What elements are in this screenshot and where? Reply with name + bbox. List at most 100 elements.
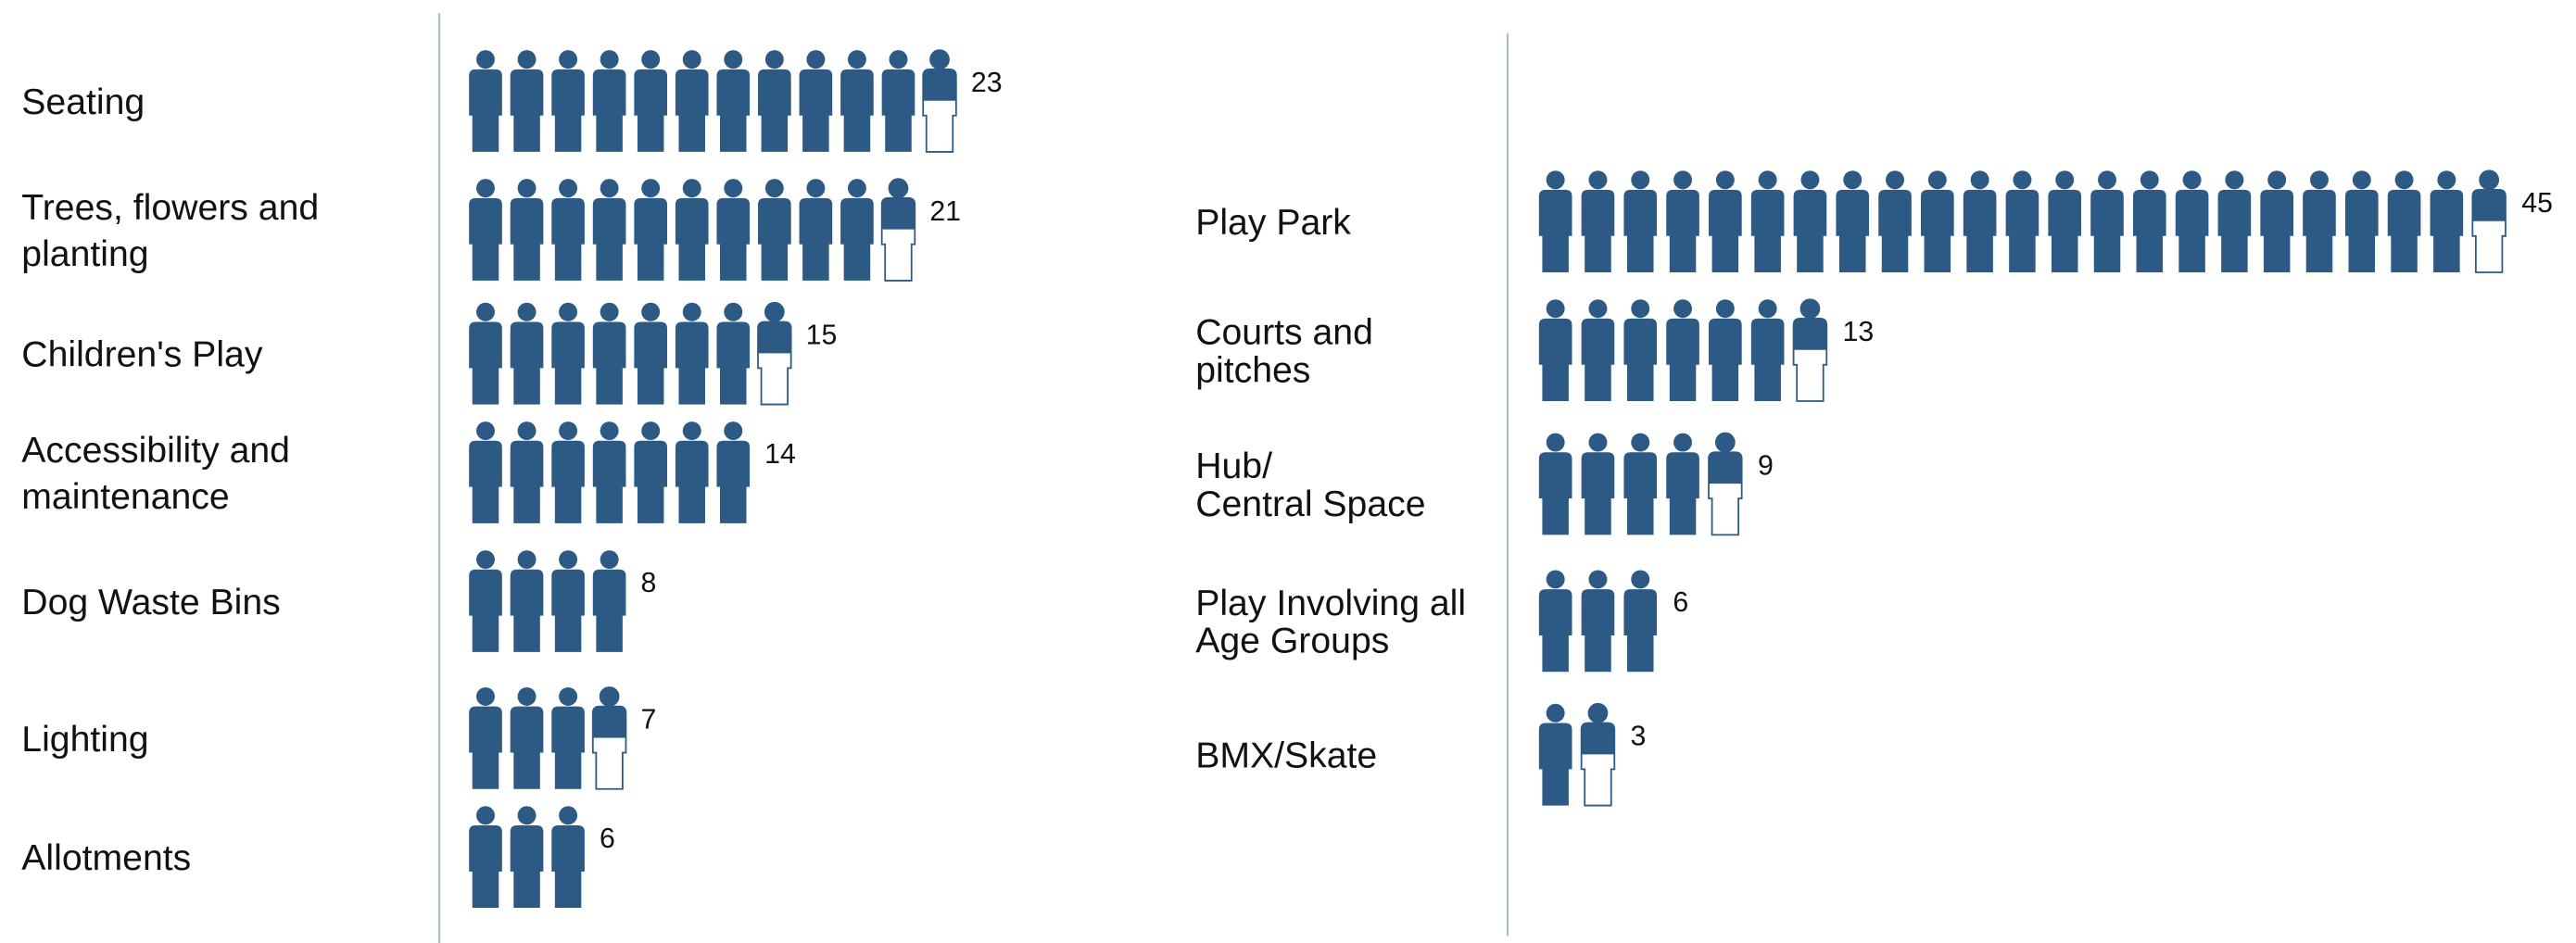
person-icon — [1963, 170, 1997, 273]
category-line: Courts and — [1195, 313, 1373, 353]
person-icon — [2430, 170, 2464, 273]
person-icon — [2048, 170, 2082, 273]
pictogram-row — [1538, 570, 1658, 673]
person-icon — [2471, 170, 2507, 273]
category-line: Seating — [21, 82, 145, 122]
value-label: 6 — [1673, 587, 1688, 618]
person-icon — [758, 50, 791, 152]
person-icon — [2090, 170, 2124, 273]
category-label: Courts and pitches — [1195, 313, 1373, 391]
person-icon — [634, 302, 668, 405]
person-icon — [469, 686, 502, 789]
category-label: Seating — [21, 82, 145, 122]
person-icon — [1921, 170, 1954, 273]
category-line: Allotments — [21, 838, 191, 878]
person-icon — [469, 421, 502, 523]
category-line: Central Space — [1195, 484, 1425, 524]
category-label: Dog Waste Bins — [21, 583, 281, 622]
person-icon — [469, 806, 502, 909]
person-icon — [716, 179, 751, 281]
person-icon — [510, 421, 544, 523]
pictogram-row — [469, 178, 916, 282]
person-icon — [799, 179, 833, 281]
pictogram-row — [469, 49, 957, 153]
person-icon — [2132, 170, 2166, 273]
person-icon — [1709, 299, 1742, 402]
category-label: BMX/Skate — [1195, 736, 1377, 776]
person-icon — [675, 302, 709, 405]
person-icon — [1538, 170, 1572, 273]
person-icon — [1666, 433, 1699, 535]
category-label: Allotments — [21, 838, 191, 878]
person-icon — [1666, 299, 1699, 402]
category-line: Lighting — [21, 720, 148, 760]
category-line: Age Groups — [1195, 622, 1389, 661]
person-icon — [1580, 702, 1616, 807]
pictogram-row — [1538, 702, 1616, 807]
person-icon — [551, 550, 585, 652]
person-icon — [758, 179, 791, 281]
person-icon — [551, 179, 585, 281]
person-icon — [510, 179, 544, 281]
category-label: Lighting — [21, 720, 148, 760]
person-icon — [1538, 433, 1572, 535]
person-icon — [1793, 170, 1827, 273]
category-line: pitches — [1195, 351, 1310, 391]
person-icon — [1708, 432, 1743, 536]
person-icon — [2005, 170, 2039, 273]
category-label: Play Park — [1195, 203, 1351, 243]
value-label: 3 — [1631, 722, 1647, 752]
person-icon — [1878, 170, 1912, 273]
person-icon — [880, 178, 916, 282]
pictogram-row — [469, 550, 626, 652]
person-icon — [469, 302, 502, 405]
person-icon — [551, 302, 585, 405]
person-icon — [510, 806, 544, 909]
person-icon — [592, 550, 626, 652]
value-label: 7 — [640, 705, 656, 736]
category-line: Accessibility and — [21, 431, 290, 471]
value-label: 6 — [600, 824, 615, 854]
person-icon — [757, 301, 792, 406]
pictogram-row — [469, 806, 585, 909]
category-label: Trees, flowers and planting — [21, 188, 319, 274]
person-icon — [675, 421, 709, 523]
person-icon — [799, 50, 833, 152]
person-icon — [1538, 703, 1572, 806]
value-label: 8 — [640, 568, 656, 598]
person-icon — [634, 421, 668, 523]
person-icon — [840, 179, 874, 281]
category-label: Hub/Central Space — [1195, 446, 1425, 524]
person-icon — [1623, 433, 1658, 535]
person-icon — [1538, 299, 1572, 402]
person-icon — [2217, 170, 2252, 273]
person-icon — [592, 179, 626, 281]
person-icon — [510, 302, 544, 405]
person-icon — [591, 686, 627, 790]
person-icon — [716, 302, 751, 405]
pictogram-row — [469, 421, 751, 523]
person-icon — [716, 50, 751, 152]
pictogram-row — [1538, 298, 1828, 402]
person-icon — [2303, 170, 2336, 273]
pictogram-row — [1538, 170, 2507, 273]
person-icon — [469, 179, 502, 281]
pictogram-row — [469, 686, 627, 790]
person-icon — [510, 50, 544, 152]
value-label: 23 — [971, 68, 1003, 98]
person-icon — [2260, 170, 2293, 273]
person-icon — [1581, 570, 1615, 673]
person-icon — [922, 49, 957, 153]
person-icon — [551, 421, 585, 523]
person-icon — [2175, 170, 2209, 273]
category-label: Children's Play — [21, 335, 263, 375]
value-label: 15 — [806, 321, 838, 351]
person-icon — [1581, 170, 1615, 273]
person-icon — [1538, 570, 1572, 673]
category-line: Play Park — [1195, 203, 1351, 243]
pictogram-row — [469, 301, 792, 406]
person-icon — [551, 806, 585, 909]
person-icon — [634, 50, 668, 152]
person-icon — [881, 50, 915, 152]
